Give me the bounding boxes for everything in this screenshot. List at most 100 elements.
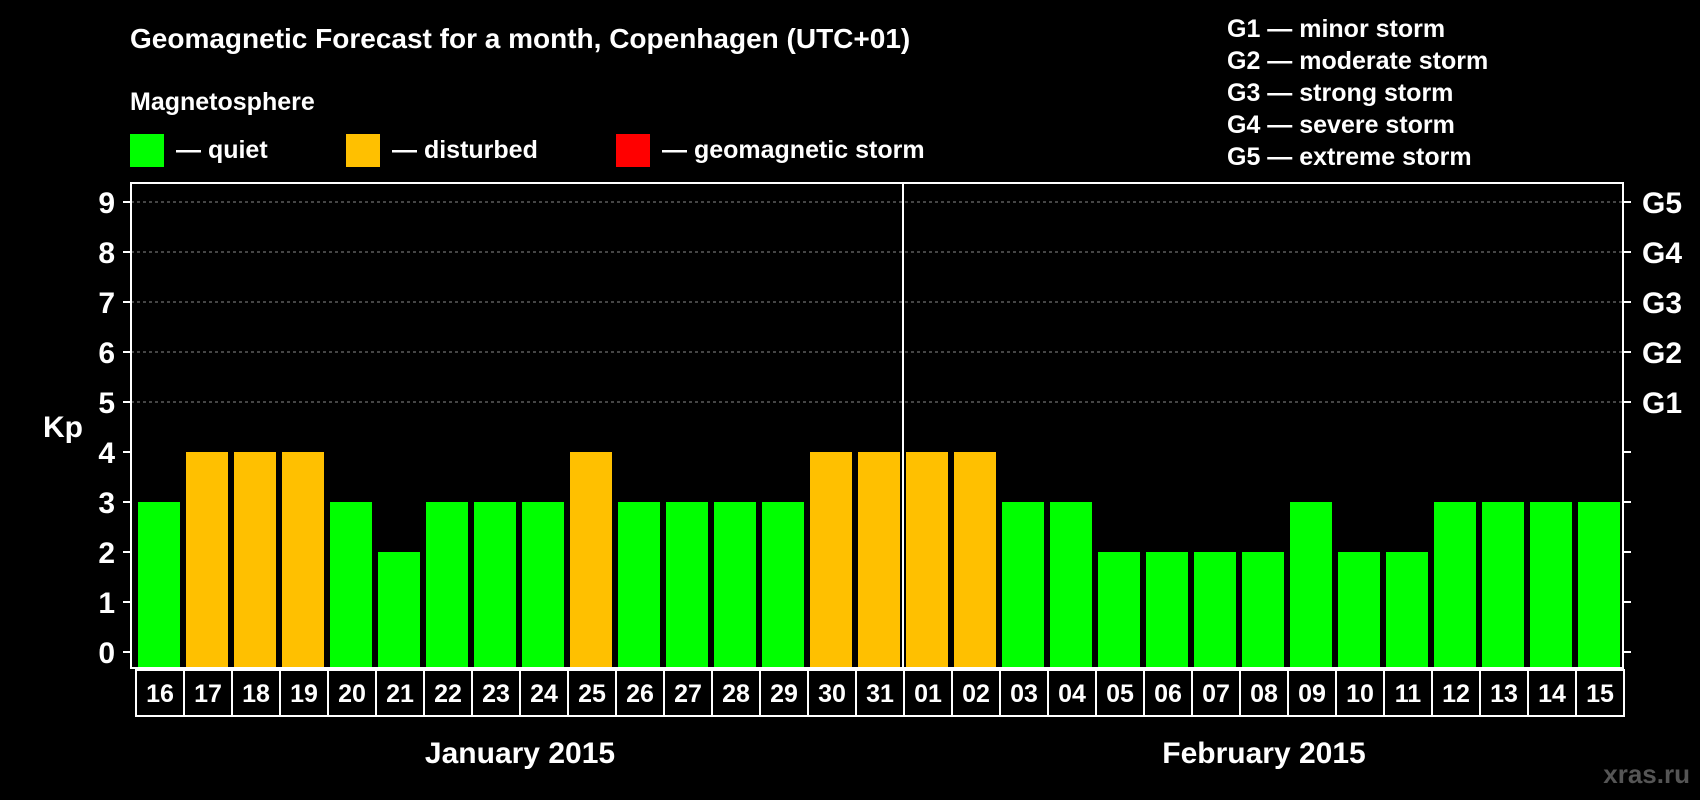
date-label: 25 [578,680,606,708]
month-labels: January 2015 February 2015 [425,737,1366,770]
date-label: 06 [1154,680,1182,708]
date-label: 26 [626,680,654,708]
bar-24 [522,502,564,668]
bar-30 [810,452,852,668]
bar-26 [618,502,660,668]
bar-17 [186,452,228,668]
legend-heading: Magnetosphere [130,88,315,116]
date-label: 17 [194,680,222,708]
date-label: 11 [1395,680,1422,708]
bar-16 [138,502,180,668]
y-tick-label: 3 [98,487,115,520]
y-tick-label: 8 [98,237,115,270]
bar-12 [1434,502,1476,668]
date-label: 30 [818,680,846,708]
g-scale-axis-ticks: G1 G2 G3 G4 G5 [1623,187,1682,653]
g-scale-label: G2 [1642,337,1682,370]
bar-22 [426,502,468,668]
bars [138,183,1620,668]
y-tick-label: 4 [98,437,115,470]
bar-29 [762,502,804,668]
date-label: 29 [770,680,798,708]
date-label: 31 [866,680,894,708]
legend: — quiet — disturbed — geomagnetic storm [130,134,925,167]
storm-scale-item: G4 — severe storm [1227,111,1455,139]
bar-11 [1386,552,1428,668]
legend-label: — geomagnetic storm [662,136,925,164]
bar-13 [1482,502,1524,668]
bar-15 [1578,502,1620,668]
date-label: 15 [1586,680,1614,708]
date-row [135,669,1625,717]
g-scale-label: G1 [1642,387,1682,420]
bar-07 [1194,552,1236,668]
grid [131,201,1623,403]
date-label: 10 [1346,680,1374,708]
bar-28 [714,502,756,668]
legend-swatch [616,134,650,167]
legend-swatch [346,134,380,167]
date-label: 23 [482,680,510,708]
bar-25 [570,452,612,668]
legend-label: — quiet [176,136,268,164]
date-label: 24 [530,680,558,708]
bar-21 [378,552,420,668]
watermark: xras.ru [1603,759,1690,789]
y-tick-label: 6 [98,337,115,370]
month-label: February 2015 [1162,737,1365,770]
y-tick-label: 0 [98,637,115,670]
storm-scale-list: G1 — minor storm G2 — moderate storm G3 — … [1227,15,1488,171]
bar-04 [1050,502,1092,668]
y-axis-ticks: 0 1 2 3 4 5 6 7 8 9 [98,187,131,670]
date-label: 04 [1058,680,1086,708]
bar-02 [954,452,996,668]
bar-01 [906,452,948,668]
date-label: 01 [914,680,942,708]
date-axis: 16 17 18 19 20 21 22 23 24 25 26 27 28 29 30 31 01 02 03 04… [135,669,1625,717]
date-label: 16 [146,680,174,708]
date-label: 21 [386,680,414,708]
date-label: 05 [1106,680,1134,708]
legend-swatch [130,134,164,167]
bar-18 [234,452,276,668]
date-label: 12 [1442,680,1470,708]
storm-scale-item: G2 — moderate storm [1227,47,1488,75]
y-axis-label: Kp [43,411,83,444]
bar-08 [1242,552,1284,668]
bar-20 [330,502,372,668]
y-tick-label: 9 [98,187,115,220]
y-tick-label: 1 [98,587,115,620]
date-label: 09 [1298,680,1326,708]
storm-scale-item: G3 — strong storm [1227,79,1453,107]
g-scale-label: G3 [1642,287,1682,320]
bar-31 [858,452,900,668]
date-label: 19 [290,680,318,708]
g-scale-label: G5 [1642,187,1682,220]
y-tick-label: 5 [98,387,115,420]
date-label: 13 [1490,680,1518,708]
bar-09 [1290,502,1332,668]
date-label: 20 [338,680,366,708]
bar-03 [1002,502,1044,668]
bar-23 [474,502,516,668]
y-tick-label: 7 [98,287,115,320]
date-label: 14 [1538,680,1566,708]
date-label: 22 [434,680,462,708]
bar-19 [282,452,324,668]
date-label: 27 [674,680,702,708]
bar-10 [1338,552,1380,668]
date-label: 07 [1202,680,1230,708]
chart-title: Geomagnetic Forecast for a month, Copenh… [130,23,910,54]
legend-label: — disturbed [392,136,538,164]
date-label: 28 [722,680,750,708]
plot-frame [130,182,1624,669]
date-label: 08 [1250,680,1278,708]
date-label: 02 [962,680,990,708]
g-scale-label: G4 [1642,237,1682,270]
date-label: 18 [242,680,270,708]
bar-06 [1146,552,1188,668]
storm-scale-item: G5 — extreme storm [1227,143,1472,171]
bar-05 [1098,552,1140,668]
storm-scale-item: G1 — minor storm [1227,15,1445,43]
date-label: 03 [1010,680,1038,708]
